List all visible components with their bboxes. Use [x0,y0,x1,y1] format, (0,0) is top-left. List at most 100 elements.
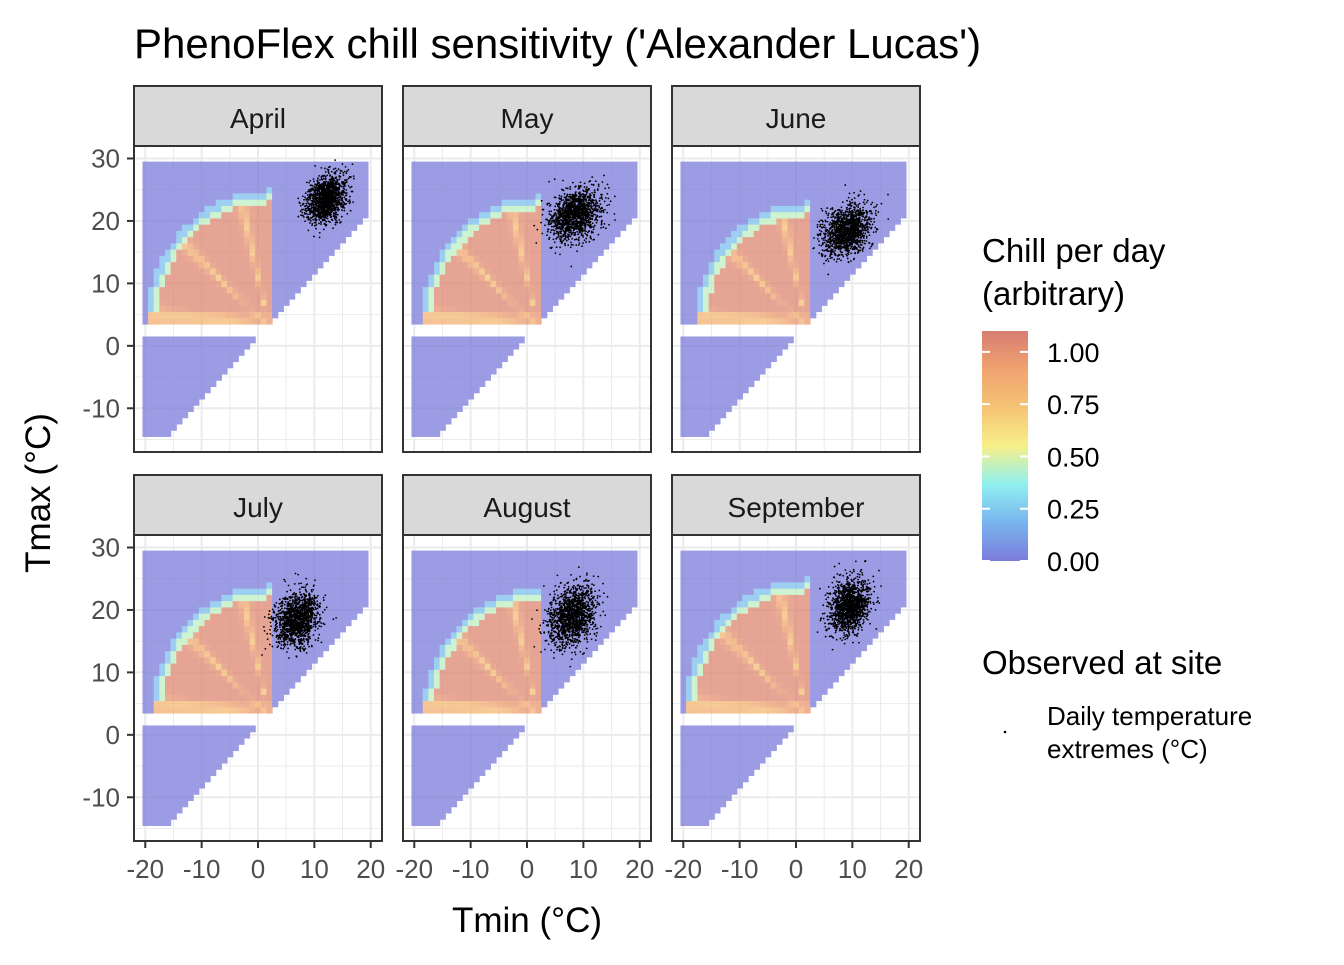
heatmap-cell [428,399,434,406]
heatmap-cell [411,418,417,425]
heatmap-cell [451,249,457,256]
heatmap-cell [451,230,457,237]
heatmap-cell [614,224,620,231]
observation-point [592,211,594,213]
heatmap-cell [238,212,244,219]
observation-point [568,234,570,236]
heatmap-cell [541,262,547,269]
heatmap-cell [457,205,463,212]
heatmap-cell [468,199,474,206]
observation-point [321,197,323,199]
heatmap-cell [227,274,233,281]
heatmap-cell [261,293,267,300]
heatmap-cell [176,361,182,368]
heatmap-cell [434,343,440,350]
heatmap-cell [188,293,194,300]
heatmap-cell [266,237,272,244]
heatmap-cell [485,243,491,250]
heatmap-cell [233,218,239,225]
heatmap-cell [351,224,357,231]
heatmap-cell [457,243,463,250]
heatmap-cell [479,262,485,269]
observation-point [608,187,610,189]
observation-point [306,210,308,212]
heatmap-cell [592,255,598,262]
heatmap-cell [485,287,491,294]
heatmap-cell [457,224,463,231]
observation-point [327,202,329,204]
observation-point [334,189,336,191]
heatmap-cell [171,193,177,200]
heatmap-cell [261,224,267,231]
observation-point [562,224,564,226]
heatmap-cell [535,318,541,325]
heatmap-cell [199,262,205,269]
heatmap-cell [473,368,479,375]
observation-point [332,227,334,229]
heatmap-cell [148,287,154,294]
heatmap-cell [204,249,210,256]
heatmap-cell [283,224,289,231]
observation-point [330,209,332,211]
heatmap-cell [261,311,267,318]
heatmap-cell [255,299,261,306]
heatmap-cell [411,380,417,387]
heatmap-cell [272,262,278,269]
observation-point [567,188,569,190]
heatmap-cell [176,193,182,200]
heatmap-cell [502,249,508,256]
heatmap-cell [193,262,199,269]
heatmap-cell [479,237,485,244]
heatmap-cell [188,168,194,175]
heatmap-cell [462,280,468,287]
heatmap-cell [451,349,457,356]
heatmap-cell [462,393,468,400]
heatmap-cell [142,274,148,281]
heatmap-cell [462,349,468,356]
observation-point [564,193,566,195]
observation-point [568,239,570,241]
heatmap-cell [210,293,216,300]
heatmap-cell [233,255,239,262]
heatmap-cell [199,318,205,325]
heatmap-cell [148,193,154,200]
heatmap-cell [417,430,423,437]
heatmap-cell [266,168,272,175]
heatmap-cell [357,162,363,169]
heatmap-cell [357,187,363,194]
heatmap-cell [142,268,148,275]
heatmap-cell [362,162,368,169]
heatmap-cell [159,274,165,281]
observation-point [555,197,557,199]
observation-point [573,229,575,231]
heatmap-cell [255,318,261,325]
heatmap-cell [541,268,547,275]
observation-point [569,229,571,231]
heatmap-cell [457,361,463,368]
heatmap-cell [182,380,188,387]
heatmap-cell [423,162,429,169]
heatmap-cell [357,199,363,206]
heatmap-cell [266,193,272,200]
observation-point [323,196,325,198]
heatmap-cell [216,349,222,356]
heatmap-cell [490,180,496,187]
heatmap-cell [142,380,148,387]
heatmap-cell [428,218,434,225]
heatmap-cell [193,399,199,406]
heatmap-cell [289,205,295,212]
heatmap-cell [227,262,233,269]
heatmap-cell [411,355,417,362]
heatmap-cell [216,237,222,244]
heatmap-cell [266,199,272,206]
heatmap-cell [417,299,423,306]
heatmap-cell [295,218,301,225]
heatmap-cell [210,305,216,312]
heatmap-cell [445,262,451,269]
heatmap-cell [541,280,547,287]
heatmap-cell [479,287,485,294]
heatmap-cell [513,280,519,287]
heatmap-cell [473,336,479,343]
observation-point [324,223,326,225]
heatmap-cell [519,199,525,206]
